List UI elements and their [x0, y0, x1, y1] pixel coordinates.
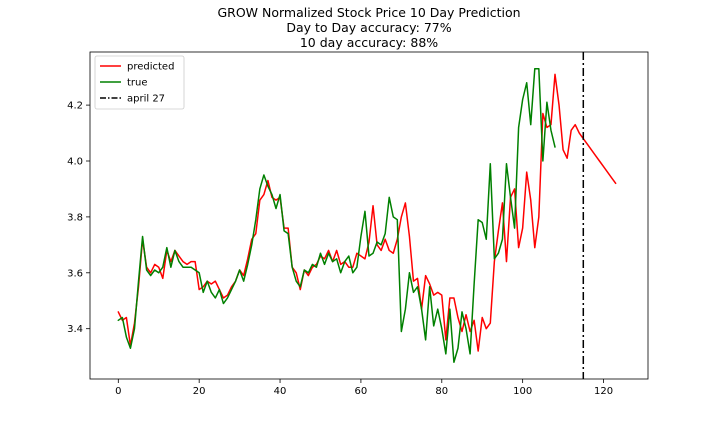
x-tick-label: 100 [513, 386, 532, 397]
legend: predicted true april 27 [94, 55, 185, 110]
series-line-predicted [117, 73, 617, 352]
legend-label-true: true [127, 78, 148, 89]
y-tick-label: 3.4 [67, 324, 83, 335]
x-tick-label: 80 [435, 386, 448, 397]
title-line-3: 10 day accuracy: 88% [300, 35, 438, 50]
legend-box [94, 55, 185, 110]
y-tick-label: 4.2 [67, 101, 83, 112]
x-tick-label: 40 [274, 386, 287, 397]
legend-label-april-27: april 27 [127, 94, 165, 105]
axes-frame [89, 51, 649, 380]
y-tick-label: 4.0 [67, 157, 83, 168]
x-tick-label: 0 [115, 386, 121, 397]
x-tick-label: 60 [355, 386, 368, 397]
x-tick-label: 20 [193, 386, 206, 397]
legend-label-predicted: predicted [127, 62, 174, 73]
title-line-1: GROW Normalized Stock Price 10 Day Predi… [217, 5, 520, 20]
title-line-2: Day to Day accuracy: 77% [286, 20, 451, 35]
x-tick-label: 120 [594, 386, 613, 397]
series-line-true [117, 68, 556, 363]
y-tick-label: 3.8 [67, 212, 83, 223]
chart-title: GROW Normalized Stock Price 10 Day Predi… [217, 5, 520, 50]
plot-area: 0 20 40 60 80 100 120 3.4 3.6 3.8 4.0 4.2 [67, 51, 649, 397]
y-tick-label: 3.6 [67, 268, 83, 279]
